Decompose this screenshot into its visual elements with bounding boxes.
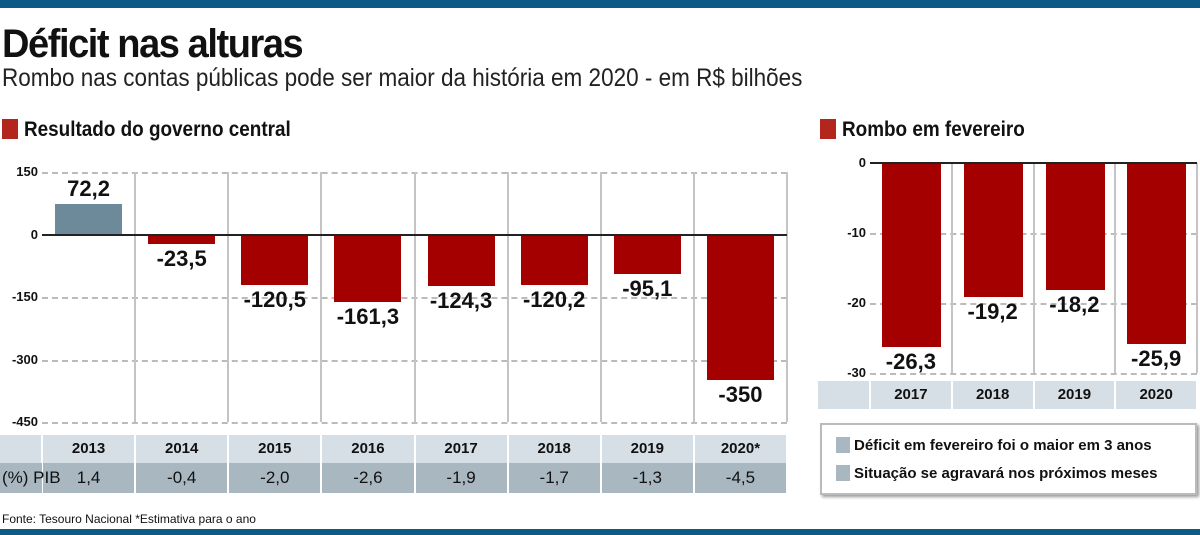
- value-label: -26,3: [885, 349, 936, 375]
- year-label: 2018: [952, 381, 1033, 409]
- bar: [1045, 163, 1105, 291]
- y-tick-label: -10: [847, 225, 866, 240]
- pib-value: -1,3: [601, 463, 693, 493]
- top-rule: [0, 0, 1200, 8]
- section-marker: [2, 119, 18, 139]
- y-tick-label: -450: [11, 414, 38, 429]
- y-tick-label: 150: [16, 164, 38, 179]
- column-divider: [1032, 163, 1035, 373]
- gridline: [870, 373, 1197, 375]
- legend-text: Situação se agravará nos próximos meses: [854, 465, 1158, 482]
- y-tick-label: -30: [847, 365, 866, 380]
- pib-row-label: (%) PIB: [0, 463, 61, 493]
- y-tick-label: -150: [11, 289, 38, 304]
- year-label: 2019: [1034, 381, 1115, 409]
- year-label: 2017: [871, 381, 951, 409]
- column-divider: [692, 172, 695, 422]
- pib-value: -2,0: [229, 463, 321, 493]
- year-label: 2016: [322, 435, 414, 463]
- value-label: -350: [718, 382, 763, 408]
- legend-swatch-icon: [836, 465, 850, 481]
- pib-value: -1,9: [415, 463, 507, 493]
- column-divider: [950, 163, 953, 373]
- y-tick-label: 0: [30, 226, 38, 242]
- bar: [148, 234, 216, 245]
- pib-value: -4,5: [694, 463, 786, 493]
- legend-swatch-icon: [836, 437, 850, 453]
- bar: [520, 234, 588, 285]
- column-divider: [1114, 163, 1117, 373]
- legend-text: Déficit em fevereiro foi o maior em 3 an…: [854, 437, 1152, 454]
- legend-box: Déficit em fevereiro foi o maior em 3 an…: [820, 423, 1197, 495]
- column-divider: [134, 172, 137, 422]
- chart2-title: Rombo em fevereiro: [842, 118, 1025, 141]
- value-label: -120,5: [243, 286, 306, 312]
- bar: [963, 163, 1023, 298]
- pib-value: -1,7: [508, 463, 600, 493]
- y-tick-label: 0: [858, 155, 866, 170]
- year-label: 2019: [601, 435, 693, 463]
- page-title: Déficit nas alturas: [2, 22, 304, 66]
- zero-line: [870, 162, 1197, 164]
- bar: [55, 204, 122, 235]
- bar: [427, 234, 495, 287]
- chart1-title: Resultado do governo central: [24, 118, 291, 141]
- value-label: -161,3: [336, 303, 400, 329]
- year-label: 2020: [1116, 381, 1196, 409]
- year-label: 2018: [508, 435, 600, 463]
- footnote: Fonte: Tesouro Nacional *Estimativa para…: [2, 512, 256, 526]
- value-label: -25,9: [1131, 346, 1182, 372]
- subtitle: Rombo nas contas públicas pode ser maior…: [2, 64, 803, 92]
- pib-value: 1,4: [43, 463, 135, 493]
- value-label: -124,3: [429, 288, 493, 314]
- year-label: 2013: [43, 435, 135, 463]
- zero-line: [42, 233, 787, 236]
- value-label: 72,2: [67, 176, 110, 202]
- value-label: -95,1: [622, 276, 673, 302]
- pib-value: -0,4: [136, 463, 228, 493]
- column-divider: [786, 172, 788, 422]
- legend-item: Déficit em fevereiro foi o maior em 3 an…: [836, 437, 1152, 454]
- bar: [882, 163, 941, 348]
- year-label: 2017: [415, 435, 507, 463]
- y-tick-label: -300: [11, 351, 38, 367]
- bar: [334, 234, 402, 302]
- column-divider: [227, 172, 230, 422]
- column-divider: [506, 172, 509, 422]
- section-marker: [820, 119, 836, 139]
- year-label: 2014: [136, 435, 228, 463]
- value-label: -120,2: [522, 286, 586, 312]
- column-divider: [599, 172, 602, 422]
- gridline: [42, 422, 787, 424]
- year-label: 2020*: [694, 435, 786, 463]
- bar: [1127, 163, 1187, 345]
- bar: [706, 234, 774, 381]
- value-label: -23,5: [156, 246, 207, 272]
- bar: [613, 234, 681, 275]
- value-label: -18,2: [1049, 292, 1100, 318]
- legend-item: Situação se agravará nos próximos meses: [836, 465, 1157, 482]
- pib-value: -2,6: [322, 463, 414, 493]
- year-row-blank: [818, 381, 869, 409]
- bar: [241, 234, 309, 285]
- column-divider: [1196, 163, 1198, 373]
- y-tick-label: -20: [847, 295, 866, 310]
- year-label: 2015: [229, 435, 321, 463]
- value-label: -19,2: [967, 299, 1018, 325]
- year-row-blank: [0, 435, 41, 463]
- column-divider: [413, 172, 416, 422]
- column-divider: [320, 172, 323, 422]
- bottom-rule: [0, 529, 1200, 535]
